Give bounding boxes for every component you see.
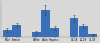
Bar: [12, 25, 21, 37]
Bar: [32, 32, 40, 37]
Bar: [3, 30, 12, 37]
Bar: [41, 10, 50, 37]
Bar: [70, 18, 78, 37]
Bar: [50, 28, 59, 37]
Bar: [79, 26, 88, 37]
Bar: [88, 34, 97, 37]
